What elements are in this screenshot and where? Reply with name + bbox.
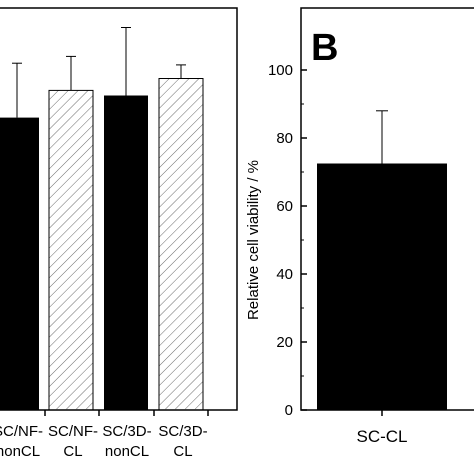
- y-tick-label: 80: [276, 130, 293, 147]
- x-tick-label: CL: [173, 443, 192, 460]
- solid-bar: [0, 117, 39, 410]
- panel-a-x-axis: SC/NF-nonCL SC/NF- CL SC/3D-nonCL SC/3D- CL: [0, 410, 209, 460]
- panel-b-title: B: [311, 27, 338, 69]
- y-tick-label: 60: [276, 198, 293, 215]
- panel-a: SC/NF-nonCL SC/NF- CL SC/3D-nonCL SC/3D- CL: [0, 7, 238, 460]
- x-tick-label: SC/NF-: [48, 423, 98, 440]
- y-tick-label: 0: [285, 402, 293, 419]
- x-tick-label: SC/3D-: [158, 423, 207, 440]
- x-tick-label: SC-CL: [356, 427, 407, 446]
- y-tick-label: 100: [268, 62, 293, 79]
- y-tick-label: 40: [276, 266, 293, 283]
- panel-b: B Relative cell viability / % 0 20 40 60 80 1…: [245, 7, 474, 446]
- x-tick-label: nonCL: [105, 443, 149, 460]
- panel-a-bars: [0, 78, 204, 411]
- panel-b-error-bars: [376, 110, 388, 164]
- panel-b-bars: [317, 163, 447, 410]
- x-tick-label: nonCL: [0, 443, 40, 460]
- x-tick-label: CL: [63, 443, 82, 460]
- hatched-bar: [158, 78, 204, 411]
- panel-b-y-axis: 0 20 40 60 80 100: [268, 62, 307, 419]
- x-tick-label: SC/NF-: [0, 423, 43, 440]
- y-tick-label: 20: [276, 334, 293, 351]
- x-tick-label: SC/3D-: [102, 423, 151, 440]
- panel-b-x-axis: SC-CL: [356, 410, 408, 446]
- solid-bar: [317, 163, 447, 410]
- solid-bar: [104, 95, 148, 410]
- panel-b-y-axis-label: Relative cell viability / %: [245, 160, 262, 320]
- hatched-bar: [48, 89, 94, 411]
- panel-a-error-bars: [12, 27, 186, 118]
